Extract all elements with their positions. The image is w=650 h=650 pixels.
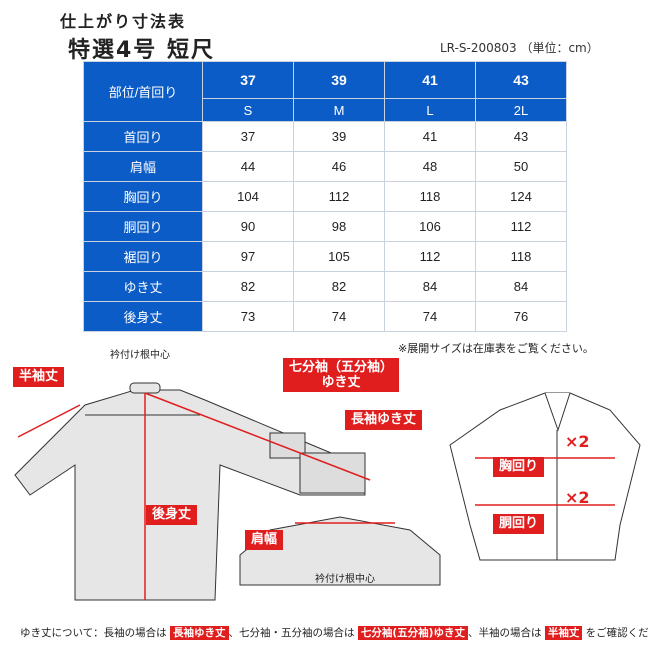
long-sleeve-tag: 長袖ゆき丈 [345, 410, 423, 430]
half-sleeve-arrow [17, 404, 81, 438]
row-label: 後身丈 [83, 301, 203, 332]
row-label: 胸回り [83, 181, 203, 212]
cell-value: 37 [202, 121, 294, 152]
shirt-diagrams [14, 382, 641, 601]
cell-value: 97 [202, 241, 294, 272]
times-two-waist: ×2 [565, 488, 590, 507]
back-shirt-illustration [14, 382, 366, 601]
cell-value: 104 [202, 181, 294, 212]
cell-value: 43 [475, 121, 567, 152]
sleeve-arrow [144, 392, 371, 481]
cell-value: 98 [293, 211, 385, 242]
table-row: 裾回り 97 105 112 118 [83, 241, 567, 272]
long-sleeve-ref: 長袖ゆき丈 [170, 626, 229, 640]
table-row: 肩幅 44 46 48 50 [83, 151, 567, 182]
times-two-chest: ×2 [565, 432, 590, 451]
page-title: 特選4号 短尺 [68, 38, 215, 63]
row-label: 首回り [83, 121, 203, 152]
table-row: 後身丈 73 74 74 76 [83, 301, 567, 332]
footer-note: ゆき丈について：長袖の場合は 長袖ゆき丈 、七分袖・五分袖の場合は 七分袖(五分袖… [20, 626, 650, 640]
shoulder-tag: 肩幅 [245, 530, 284, 550]
cell-value: 39 [293, 121, 385, 152]
neck-size: 39 [293, 61, 385, 99]
table-row: 胴回り 90 98 106 112 [83, 211, 567, 242]
cell-value: 105 [293, 241, 385, 272]
cell-value: 74 [384, 301, 476, 332]
three-quarter-sleeve-tag: 七分袖（五分袖） ゆき丈 [283, 358, 400, 392]
cell-value: 112 [293, 181, 385, 212]
size-label: S [202, 98, 294, 122]
cell-value: 41 [384, 121, 476, 152]
collar-center-label: 衿付け根中心 [110, 350, 170, 361]
row-label: ゆき丈 [83, 271, 203, 302]
cell-value: 112 [475, 211, 567, 242]
row-label: 裾回り [83, 241, 203, 272]
half-sleeve-ref: 半袖丈 [544, 626, 583, 640]
cell-value: 44 [202, 151, 294, 182]
size-label: L [384, 98, 476, 122]
cell-value: 106 [384, 211, 476, 242]
cell-value: 84 [475, 271, 567, 302]
neck-size: 37 [202, 61, 294, 99]
size-table: 部位/首回り 37 39 41 43 S M L 2L 首回り 37 39 41 43 肩… [83, 61, 567, 332]
stock-note: ※展開サイズは在庫表をご覧ください。 [398, 342, 594, 355]
size-label: 2L [475, 98, 567, 122]
row-label: 胴回り [83, 211, 203, 242]
corner-header: 部位/首回り [83, 61, 203, 122]
cell-value: 118 [384, 181, 476, 212]
back-length-tag: 後身丈 [146, 505, 198, 525]
waist-tag: 胴回り [493, 514, 545, 534]
cell-value: 82 [293, 271, 385, 302]
neck-size: 43 [475, 61, 567, 99]
cell-value: 50 [475, 151, 567, 182]
table-row: 首回り 37 39 41 43 [83, 121, 567, 152]
cell-value: 124 [475, 181, 567, 212]
cell-value: 112 [384, 241, 476, 272]
shirt-back-small [239, 516, 441, 586]
product-code: LR-S-200803 （単位：cm） [440, 41, 599, 55]
cell-value: 84 [384, 271, 476, 302]
front-shirt-illustration [449, 392, 641, 561]
neck-size: 41 [384, 61, 476, 99]
three-quarter-ref: 七分袖(五分袖)ゆき丈 [357, 626, 468, 640]
table-row: 胸回り 104 112 118 124 [83, 181, 567, 212]
cell-value: 48 [384, 151, 476, 182]
cell-value: 74 [293, 301, 385, 332]
cell-value: 76 [475, 301, 567, 332]
size-label: M [293, 98, 385, 122]
cell-value: 90 [202, 211, 294, 242]
cell-value: 46 [293, 151, 385, 182]
cell-value: 73 [202, 301, 294, 332]
subtitle: 仕上がり寸法表 [60, 12, 187, 31]
cell-value: 82 [202, 271, 294, 302]
chest-tag: 胸回り [493, 457, 545, 477]
row-label: 肩幅 [83, 151, 203, 182]
cell-value: 118 [475, 241, 567, 272]
half-sleeve-tag: 半袖丈 [13, 367, 65, 387]
collar-center-label-2: 衿付け根中心 [315, 574, 375, 585]
table-row: ゆき丈 82 82 84 84 [83, 271, 567, 302]
